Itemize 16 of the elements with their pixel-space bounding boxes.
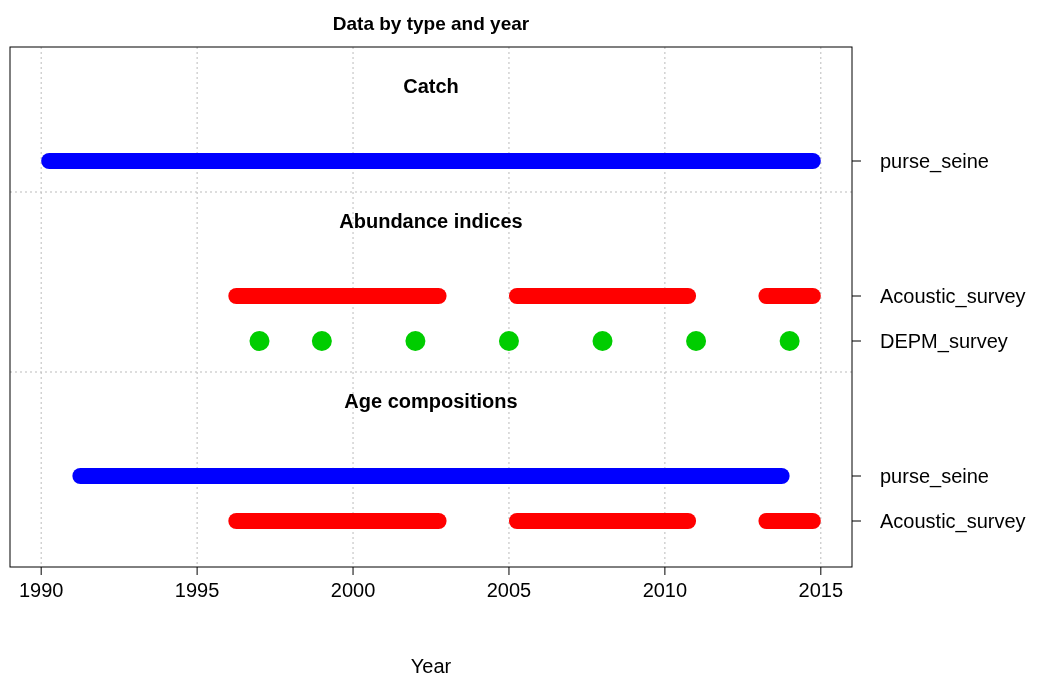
x-tick-label: 2010	[642, 579, 688, 601]
x-tick-label: 2000	[330, 579, 376, 601]
x-tick-label: 1990	[18, 579, 64, 601]
x-axis-title: Year	[410, 655, 452, 677]
y-tick-label: Acoustic_survey	[880, 510, 1026, 533]
x-tick-label: 2005	[486, 579, 532, 601]
annotation: Age compositions	[344, 390, 518, 412]
annotation: Abundance indices	[339, 210, 523, 232]
y-tick-label: DEPM_survey	[880, 330, 1008, 353]
y-tick-label: Acoustic_survey	[880, 285, 1026, 308]
chart-title: Data by type and year	[332, 13, 530, 34]
y-tick-label: purse_seine	[880, 150, 989, 173]
x-tick-label: 1995	[174, 579, 220, 601]
annotation: Catch	[403, 75, 459, 97]
x-tick-label: 2015	[798, 579, 844, 601]
y-tick-label: purse_seine	[880, 465, 989, 488]
